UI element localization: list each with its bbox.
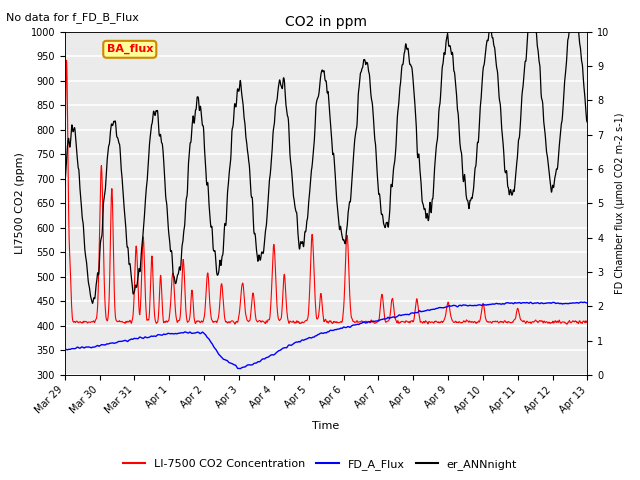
Text: No data for f_FD_B_Flux: No data for f_FD_B_Flux (6, 12, 140, 23)
Text: BA_flux: BA_flux (107, 44, 153, 54)
Legend: LI-7500 CO2 Concentration, FD_A_Flux, er_ANNnight: LI-7500 CO2 Concentration, FD_A_Flux, er… (118, 455, 522, 474)
Y-axis label: LI7500 CO2 (ppm): LI7500 CO2 (ppm) (15, 152, 25, 254)
X-axis label: Time: Time (312, 421, 340, 432)
Title: CO2 in ppm: CO2 in ppm (285, 15, 367, 29)
Y-axis label: FD Chamber flux (μmol CO2 m-2 s-1): FD Chamber flux (μmol CO2 m-2 s-1) (615, 112, 625, 294)
